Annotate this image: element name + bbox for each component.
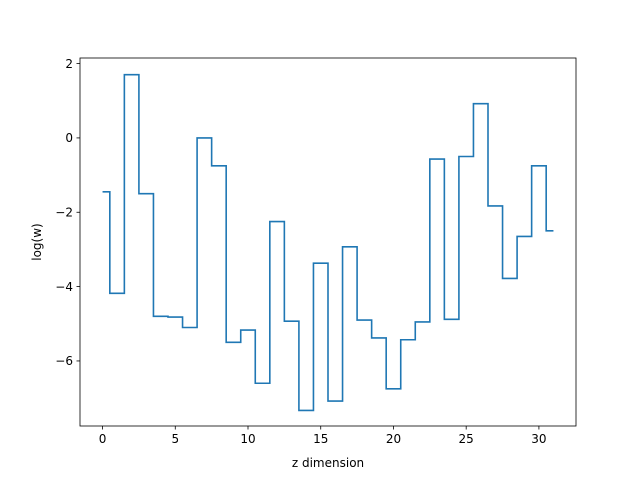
y-axis-label: log(w) — [30, 223, 44, 260]
y-tick-label: 0 — [65, 131, 73, 145]
series-layer — [102, 73, 554, 412]
series-line-0 — [102, 73, 554, 412]
x-axis-ticks: 0 5 10 15 20 25 30 — [99, 426, 547, 446]
x-tick-label: 20 — [386, 432, 401, 446]
x-tick-label: 15 — [313, 432, 328, 446]
y-tick-label: −2 — [55, 206, 73, 220]
x-tick-label: 10 — [240, 432, 255, 446]
y-tick-label: −4 — [55, 280, 73, 294]
axes-frame — [79, 57, 577, 427]
x-axis-label: z dimension — [292, 456, 364, 470]
y-tick-label: 2 — [65, 57, 73, 71]
x-tick-label: 25 — [459, 432, 474, 446]
y-tick-label: −6 — [55, 354, 73, 368]
y-axis-ticks: 2 0 −2 −4 −6 — [55, 57, 80, 368]
x-tick-label: 0 — [99, 432, 107, 446]
x-tick-label: 30 — [531, 432, 546, 446]
x-tick-label: 5 — [171, 432, 179, 446]
